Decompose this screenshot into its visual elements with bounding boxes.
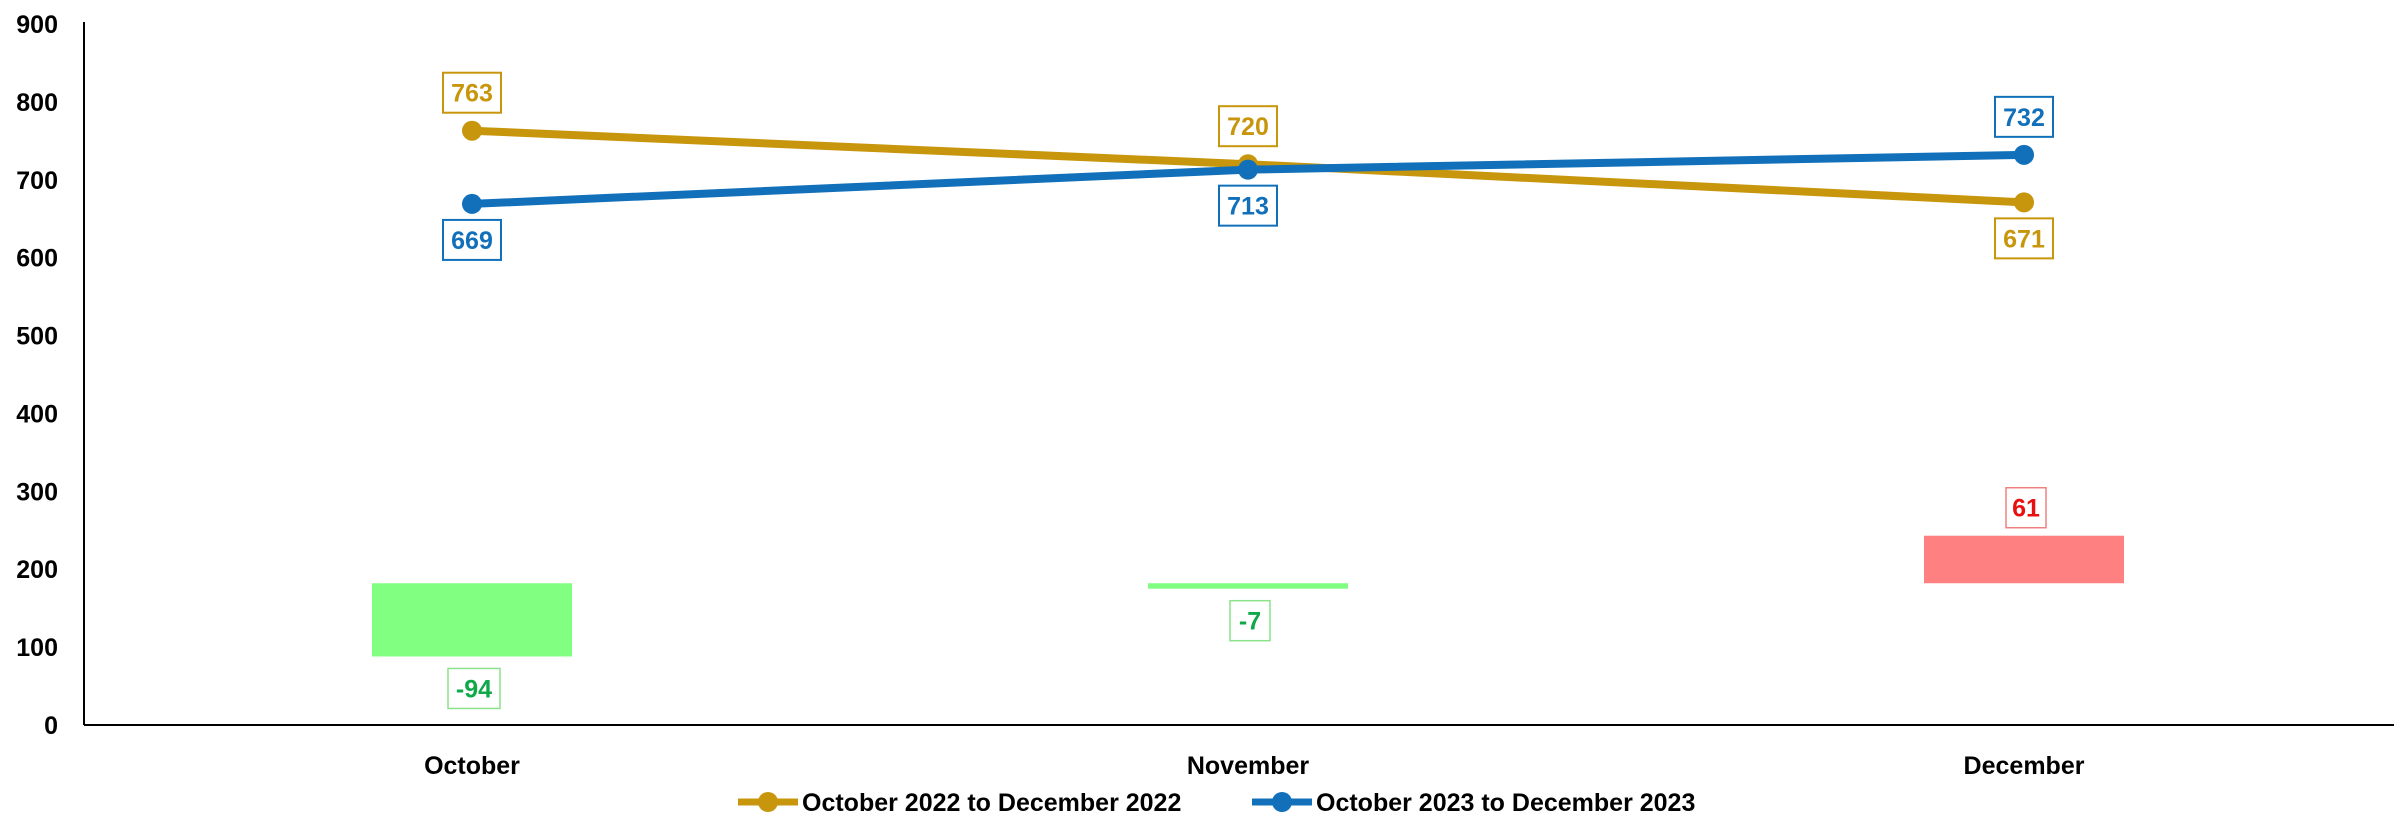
- y-tick-label: 0: [44, 712, 58, 740]
- data-label-box: [1994, 95, 2054, 138]
- series-2-data-label: 669: [442, 218, 502, 261]
- data-label-text: 671: [2003, 225, 2045, 253]
- series-2-data-label: 713: [1218, 184, 1278, 227]
- x-tick-label: December: [1964, 752, 2085, 780]
- data-label-text: 669: [451, 227, 493, 255]
- legend: October 2022 to December 2022 October 202…: [738, 789, 1695, 817]
- data-label-box: [1994, 217, 2054, 260]
- difference-label-box: [2005, 486, 2047, 529]
- legend-label: October 2023 to December 2023: [1316, 789, 1695, 815]
- difference-bar: [372, 583, 572, 657]
- y-tick-label: 400: [16, 400, 58, 428]
- series-1-point: [2014, 192, 2034, 213]
- difference-label: -7: [1229, 599, 1271, 642]
- data-label-text: 763: [451, 80, 493, 108]
- data-label-box: [1218, 184, 1278, 227]
- legend-swatch-marker: [1272, 792, 1292, 812]
- series-2-point: [2014, 144, 2034, 165]
- data-labels: 763 720 671 669 713 732: [442, 71, 2054, 261]
- series-2-point: [1238, 159, 1258, 180]
- x-tick-label: November: [1187, 752, 1310, 780]
- series-lines: [462, 120, 2034, 214]
- axes: 0 100 200 300 400 500 600 700 800 900 October Novem…: [16, 11, 2394, 780]
- legend-label: October 2022 to December 2022: [802, 789, 1181, 815]
- data-label-box: [442, 218, 502, 261]
- series-1-data-label: 671: [1994, 217, 2054, 260]
- y-tick-label: 800: [16, 89, 58, 117]
- y-tick-label: 600: [16, 245, 58, 273]
- y-tick-label: 900: [16, 11, 58, 39]
- difference-label-text: 61: [2012, 495, 2040, 523]
- difference-label-text: -7: [1239, 608, 1261, 636]
- data-label-text: 713: [1227, 193, 1269, 221]
- difference-label: -94: [447, 667, 501, 710]
- y-tick-label: 500: [16, 323, 58, 351]
- legend-item-2: October 2023 to December 2023: [1252, 789, 1695, 817]
- difference-label-box: [447, 667, 501, 710]
- series-2-point: [462, 193, 482, 214]
- legend-swatch-marker: [758, 792, 778, 812]
- difference-label-text: -94: [456, 675, 492, 703]
- series-1-data-label: 720: [1218, 105, 1278, 148]
- difference-bar: [1924, 535, 2124, 584]
- series-1-data-label: 763: [442, 71, 502, 114]
- y-tick-label: 700: [16, 167, 58, 195]
- series-2-data-label: 732: [1994, 95, 2054, 138]
- data-label-box: [442, 71, 502, 114]
- y-tick-label: 100: [16, 634, 58, 662]
- difference-bar: [1148, 583, 1348, 589]
- difference-bars: -94 -7 61: [372, 486, 2124, 710]
- data-label-text: 732: [2003, 104, 2045, 132]
- data-label-box: [1218, 105, 1278, 148]
- difference-label: 61: [2005, 486, 2047, 529]
- series-1-point: [462, 120, 482, 141]
- x-tick-label: October: [424, 752, 520, 780]
- legend-item-1: October 2022 to December 2022: [738, 789, 1181, 817]
- data-label-text: 720: [1227, 113, 1269, 141]
- y-tick-label: 200: [16, 556, 58, 584]
- difference-label-box: [1229, 599, 1271, 642]
- y-tick-label: 300: [16, 478, 58, 506]
